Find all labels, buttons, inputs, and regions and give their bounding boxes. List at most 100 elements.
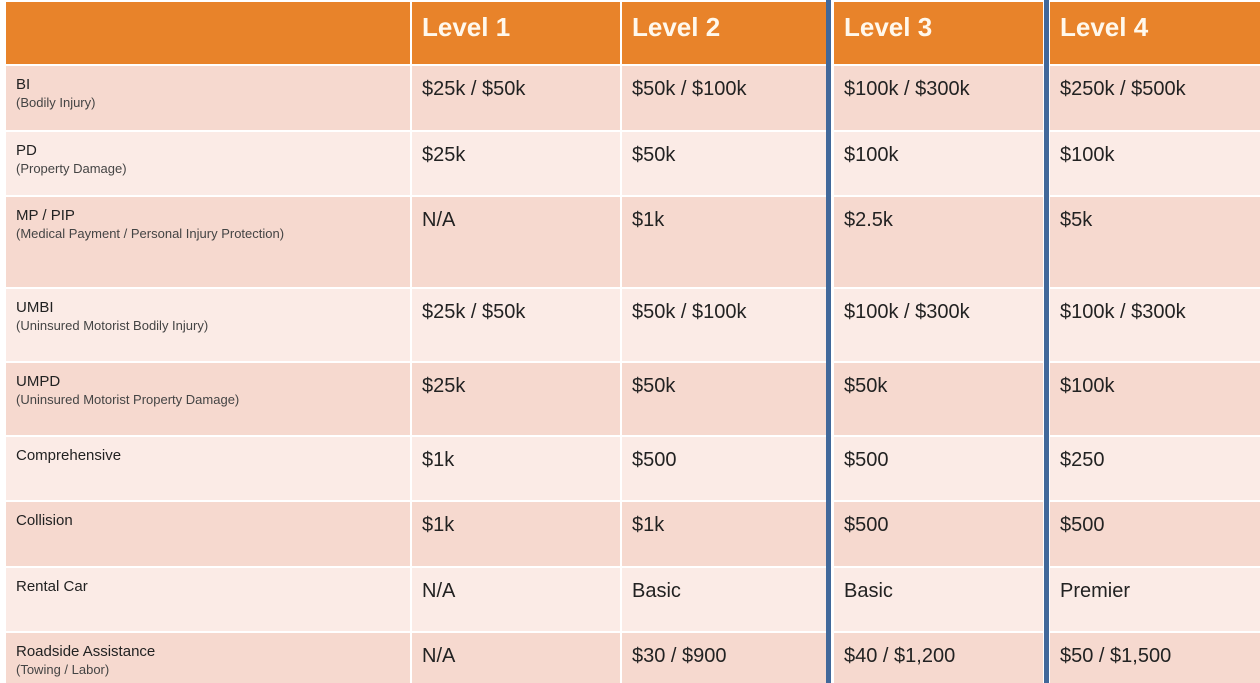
level-2-value-cell: $30 / $900 <box>622 633 826 683</box>
coverage-value: $250k / $500k <box>1060 78 1186 100</box>
coverage-value: N/A <box>422 645 456 667</box>
coverage-value: Basic <box>844 580 893 602</box>
header-level-3: Level 3 <box>834 2 1043 64</box>
coverage-name: PD <box>16 142 37 159</box>
level-3-left-highlight-line <box>826 0 831 683</box>
level-3-value-cell: $100k <box>834 132 1043 195</box>
level-4-value-cell: $50 / $1,500 <box>1050 633 1260 683</box>
level-1-value-cell: $1k <box>412 502 620 566</box>
coverage-value: $50k / $100k <box>632 78 747 100</box>
header-level-1: Level 1 <box>412 2 620 64</box>
level-3-value-cell: $2.5k <box>834 197 1043 287</box>
coverage-name: Roadside Assistance <box>16 643 156 660</box>
level-2-value-cell: $50k <box>622 363 826 435</box>
coverage-value: $1k <box>422 514 455 536</box>
coverage-value: $100k <box>844 144 899 166</box>
level-1-value-cell: $25k <box>412 363 620 435</box>
coverage-name: Comprehensive <box>16 447 122 464</box>
table-row: UMBI (Uninsured Motorist Bodily Injury) $2… <box>0 289 1260 361</box>
coverage-value: $5k <box>1060 209 1093 231</box>
coverage-value: N/A <box>422 580 456 602</box>
table-row: MP / PIP (Medical Payment / Personal Inju… <box>0 197 1260 287</box>
level-3-value-cell: $40 / $1,200 <box>834 633 1043 683</box>
table-row: Roadside Assistance (Towing / Labor) N/A $3… <box>0 633 1260 683</box>
header-level-4: Level 4 <box>1050 2 1260 64</box>
coverage-description: (Uninsured Motorist Property Damage) <box>16 392 240 407</box>
coverage-value: $50k <box>632 375 676 397</box>
coverage-label-cell: BI (Bodily Injury) <box>6 66 410 130</box>
coverage-name: Collision <box>16 512 73 529</box>
coverage-value: $500 <box>1060 514 1105 536</box>
level-2-value-cell: $1k <box>622 502 826 566</box>
coverage-name: UMBI <box>16 299 54 316</box>
level-3-value-cell: $50k <box>834 363 1043 435</box>
coverage-value: $100k / $300k <box>844 78 970 100</box>
coverage-name: UMPD <box>16 373 61 390</box>
table-row: BI (Bodily Injury) $25k / $50k $50k / $100k… <box>0 66 1260 130</box>
table-row: Comprehensive $1k $500 $500 $250 <box>0 437 1260 500</box>
coverage-value: $50 / $1,500 <box>1060 645 1172 667</box>
coverage-value: $100k / $300k <box>1060 301 1186 323</box>
coverage-description: (Towing / Labor) <box>16 662 110 677</box>
coverage-label-cell: UMBI (Uninsured Motorist Bodily Injury) <box>6 289 410 361</box>
coverage-value: $25k <box>422 375 466 397</box>
level-2-value-cell: $50k / $100k <box>622 289 826 361</box>
coverage-value: $500 <box>632 449 677 471</box>
level-4-value-cell: $100k / $300k <box>1050 289 1260 361</box>
coverage-label-cell: Comprehensive <box>6 437 410 500</box>
coverage-label-cell: Collision <box>6 502 410 566</box>
level-2-value-cell: Basic <box>622 568 826 631</box>
coverage-value: $100k <box>1060 144 1115 166</box>
level-4-value-cell: Premier <box>1050 568 1260 631</box>
level-2-value-cell: $500 <box>622 437 826 500</box>
level-4-value-cell: $500 <box>1050 502 1260 566</box>
table-row: PD (Property Damage) $25k $50k $100k $100k <box>0 132 1260 195</box>
coverage-value: $40 / $1,200 <box>844 645 956 667</box>
coverage-value: $1k <box>632 514 665 536</box>
coverage-description: (Bodily Injury) <box>16 95 96 110</box>
coverage-name: BI <box>16 76 31 93</box>
coverage-value: N/A <box>422 209 456 231</box>
level-1-value-cell: $25k <box>412 132 620 195</box>
level-3-value-cell: $100k / $300k <box>834 289 1043 361</box>
level-3-value-cell: $500 <box>834 502 1043 566</box>
header-level-2: Level 2 <box>622 2 826 64</box>
level-1-value-cell: N/A <box>412 633 620 683</box>
coverage-value: $500 <box>844 514 889 536</box>
header-row: Level 1 Level 2 Level 3 Level 4 <box>0 2 1260 64</box>
coverage-value: $500 <box>844 449 889 471</box>
coverage-value: Premier <box>1060 580 1131 602</box>
level-4-value-cell: $250 <box>1050 437 1260 500</box>
coverage-value: $30 / $900 <box>632 645 727 667</box>
level-3-value-cell: $100k / $300k <box>834 66 1043 130</box>
level-2-value-cell: $50k / $100k <box>622 66 826 130</box>
coverage-value: $50k <box>844 375 888 397</box>
coverage-label-cell: PD (Property Damage) <box>6 132 410 195</box>
coverage-label-cell: Roadside Assistance (Towing / Labor) <box>6 633 410 683</box>
coverage-value: $25k / $50k <box>422 78 526 100</box>
level-1-value-cell: N/A <box>412 197 620 287</box>
level-4-value-cell: $100k <box>1050 132 1260 195</box>
coverage-value: $100k <box>1060 375 1115 397</box>
coverage-value: $25k <box>422 144 466 166</box>
table-row: Rental Car N/A Basic Basic Premier <box>0 568 1260 631</box>
level-2-value-cell: $50k <box>622 132 826 195</box>
level-1-value-cell: $25k / $50k <box>412 66 620 130</box>
coverage-value: $1k <box>632 209 665 231</box>
coverage-name: MP / PIP <box>16 207 75 224</box>
coverage-description: (Uninsured Motorist Bodily Injury) <box>16 318 209 333</box>
coverage-value: $1k <box>422 449 455 471</box>
coverage-label-cell: Rental Car <box>6 568 410 631</box>
coverage-value: Basic <box>632 580 681 602</box>
table-row: UMPD (Uninsured Motorist Property Damage)… <box>0 363 1260 435</box>
coverage-description: (Medical Payment / Personal Injury Prote… <box>16 226 285 241</box>
coverage-description: (Property Damage) <box>16 161 127 176</box>
table-row: Collision $1k $1k $500 $500 <box>0 502 1260 566</box>
level-2-value-cell: $1k <box>622 197 826 287</box>
coverage-value: $50k / $100k <box>632 301 747 323</box>
level-3-right-highlight-line <box>1044 0 1049 683</box>
level-3-value-cell: $500 <box>834 437 1043 500</box>
header-cell-empty <box>6 2 410 64</box>
level-1-value-cell: $25k / $50k <box>412 289 620 361</box>
level-4-value-cell: $100k <box>1050 363 1260 435</box>
